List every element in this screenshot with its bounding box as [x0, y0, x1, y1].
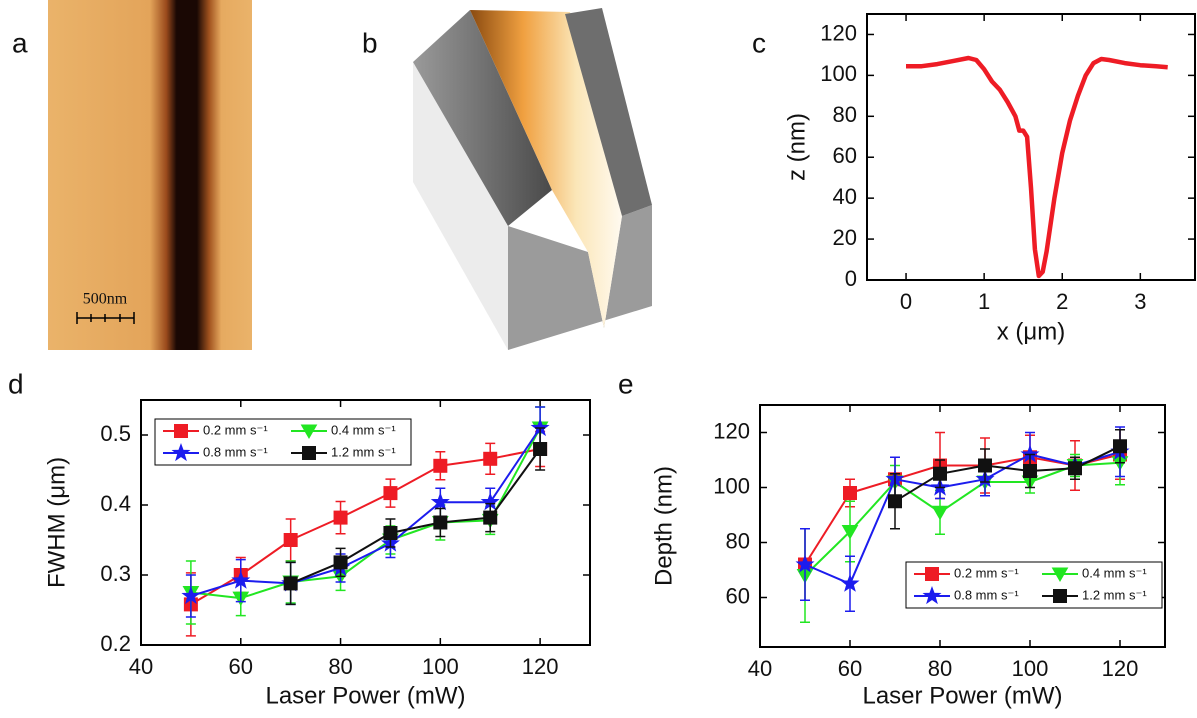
- y-axis-label: FWHM (μm): [43, 457, 70, 588]
- figure: 500nm a b c d e 0 20 40 60 80 100 120 0 1 2 3 x (μm) z (n…: [0, 0, 1197, 718]
- x-tick-label: 120: [522, 654, 559, 679]
- y-tick-label: 60: [726, 583, 750, 608]
- y-tick-label: 0.4: [100, 491, 131, 516]
- x-tick-label: 1: [978, 289, 990, 314]
- marker: [1069, 462, 1082, 475]
- legend-label: 1.2 mm s⁻¹: [1082, 587, 1147, 602]
- x-axis-label: x (μm): [997, 318, 1065, 345]
- legend-label: 0.2 mm s⁻¹: [203, 422, 268, 437]
- y-tick-label: 0.2: [100, 631, 131, 656]
- marker: [979, 459, 992, 472]
- marker: [284, 534, 297, 547]
- panel-label: c: [752, 27, 766, 58]
- x-tick-label: 0: [900, 289, 912, 314]
- marker: [484, 452, 497, 465]
- marker: [1114, 440, 1127, 453]
- y-tick-label: 40: [833, 184, 857, 209]
- marker: [934, 467, 947, 480]
- marker: [844, 487, 857, 500]
- x-tick-label: 100: [422, 654, 459, 679]
- y-tick-label: 0.5: [100, 421, 131, 446]
- data-line: [291, 449, 540, 583]
- panel-label: a: [12, 27, 28, 58]
- legend-marker: [303, 447, 316, 460]
- x-tick-label: 60: [229, 654, 253, 679]
- x-tick-label: 100: [1012, 656, 1049, 681]
- legend-label: 1.2 mm s⁻¹: [331, 444, 396, 459]
- afm-3d: [413, 8, 652, 350]
- panel-label: d: [8, 368, 24, 399]
- marker: [434, 516, 447, 529]
- plot-frame: [760, 405, 1165, 647]
- y-tick-label: 0: [845, 266, 857, 291]
- y-tick-label: 100: [713, 473, 750, 498]
- x-tick-label: 40: [129, 654, 153, 679]
- marker: [384, 527, 397, 540]
- panel-label: b: [362, 27, 378, 58]
- y-tick-label: 120: [820, 20, 857, 45]
- legend-marker: [1054, 590, 1067, 603]
- legend-marker: [926, 568, 939, 581]
- x-tick-label: 2: [1056, 289, 1068, 314]
- y-tick-label: 100: [820, 61, 857, 86]
- marker: [933, 506, 948, 519]
- marker: [334, 511, 347, 524]
- marker: [534, 443, 547, 456]
- y-tick-label: 60: [833, 143, 857, 168]
- x-tick-label: 40: [748, 656, 772, 681]
- scale-bar-label: 500nm: [83, 291, 128, 308]
- y-axis-label: z (nm): [783, 113, 810, 181]
- marker: [889, 495, 902, 508]
- y-tick-label: 0.3: [100, 561, 131, 586]
- legend-label: 0.4 mm s⁻¹: [1082, 565, 1147, 580]
- marker: [484, 511, 497, 524]
- marker: [334, 556, 347, 569]
- data-line: [906, 58, 1168, 276]
- x-tick-label: 80: [328, 654, 352, 679]
- data-line: [895, 446, 1120, 501]
- y-axis-label: Depth (nm): [650, 466, 677, 586]
- y-tick-label: 80: [726, 528, 750, 553]
- x-tick-label: 60: [838, 656, 862, 681]
- panel-label: e: [618, 368, 634, 399]
- x-tick-label: 3: [1134, 289, 1146, 314]
- marker: [384, 487, 397, 500]
- marker: [434, 459, 447, 472]
- y-tick-label: 120: [713, 418, 750, 443]
- legend-label: 0.4 mm s⁻¹: [331, 422, 396, 437]
- marker: [1024, 465, 1037, 478]
- legend-label: 0.2 mm s⁻¹: [954, 565, 1019, 580]
- y-tick-label: 80: [833, 102, 857, 127]
- x-tick-label: 80: [928, 656, 952, 681]
- x-axis-label: Laser Power (mW): [862, 682, 1062, 709]
- marker: [284, 577, 297, 590]
- afm-image: [48, 0, 252, 350]
- legend-marker: [175, 425, 188, 438]
- plot-frame: [867, 14, 1195, 280]
- legend-label: 0.8 mm s⁻¹: [203, 444, 268, 459]
- y-tick-label: 20: [833, 225, 857, 250]
- x-tick-label: 120: [1102, 656, 1139, 681]
- x-axis-label: Laser Power (mW): [265, 682, 465, 709]
- legend-label: 0.8 mm s⁻¹: [954, 587, 1019, 602]
